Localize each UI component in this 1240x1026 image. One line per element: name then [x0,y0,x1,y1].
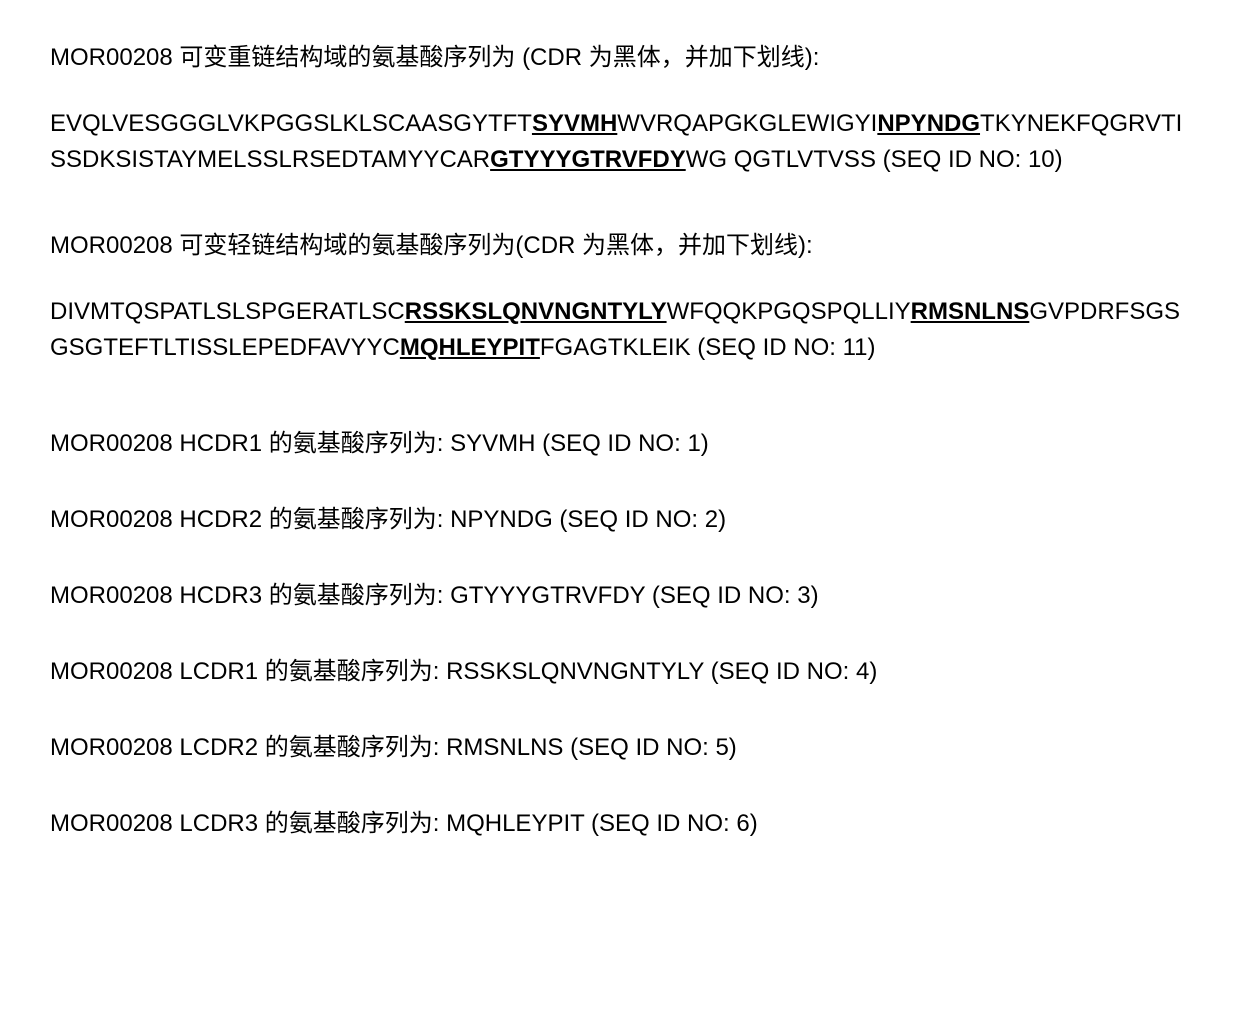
light-chain-sequence: DIVMTQSPATLSLSPGERATLSCRSSKSLQNVNGNTYLYW… [50,294,1190,366]
heavy-chain-seq-mid1: WVRQAPGKGLEWIGYI [617,110,877,137]
lcdr3-item: MOR00208 LCDR3 的氨基酸序列为: MQHLEYPIT (SEQ I… [50,806,1190,842]
heavy-chain-cdr1: SYVMH [532,110,617,137]
heavy-chain-seq-post: WG QGTLVTVSS (SEQ ID NO: 10) [686,146,1063,173]
light-chain-cdr3: MQHLEYPIT [400,334,540,361]
hcdr2-item: MOR00208 HCDR2 的氨基酸序列为: NPYNDG (SEQ ID N… [50,502,1190,538]
lcdr1-item: MOR00208 LCDR1 的氨基酸序列为: RSSKSLQNVNGNTYLY… [50,654,1190,690]
light-chain-section: MOR00208 可变轻链结构域的氨基酸序列为(CDR 为黑体，并加下划线): … [50,228,1190,366]
heavy-chain-cdr2: NPYNDG [877,110,980,137]
light-chain-seq-mid1: WFQQKPGQSPQLLIY [667,298,911,325]
heavy-chain-cdr3: GTYYYGTRVFDY [490,146,686,173]
lcdr2-item: MOR00208 LCDR2 的氨基酸序列为: RMSNLNS (SEQ ID … [50,730,1190,766]
hcdr3-item: MOR00208 HCDR3 的氨基酸序列为: GTYYYGTRVFDY (SE… [50,578,1190,614]
light-chain-heading: MOR00208 可变轻链结构域的氨基酸序列为(CDR 为黑体，并加下划线): [50,228,1190,264]
heavy-chain-heading: MOR00208 可变重链结构域的氨基酸序列为 (CDR 为黑体，并加下划线): [50,40,1190,76]
light-chain-cdr2: RMSNLNS [911,298,1030,325]
heavy-chain-section: MOR00208 可变重链结构域的氨基酸序列为 (CDR 为黑体，并加下划线):… [50,40,1190,178]
cdr-list-section: MOR00208 HCDR1 的氨基酸序列为: SYVMH (SEQ ID NO… [50,426,1190,842]
light-chain-seq-pre1: DIVMTQSPATLSLSPGERATLSC [50,298,405,325]
heavy-chain-sequence: EVQLVESGGGLVKPGGSLKLSCAASGYTFTSYVMHWVRQA… [50,106,1190,178]
light-chain-cdr1: RSSKSLQNVNGNTYLY [405,298,667,325]
hcdr1-item: MOR00208 HCDR1 的氨基酸序列为: SYVMH (SEQ ID NO… [50,426,1190,462]
heavy-chain-seq-pre1: EVQLVESGGGLVKPGGSLKLSCAASGYTFT [50,110,532,137]
light-chain-seq-post: FGAGTKLEIK (SEQ ID NO: 11) [540,334,876,361]
